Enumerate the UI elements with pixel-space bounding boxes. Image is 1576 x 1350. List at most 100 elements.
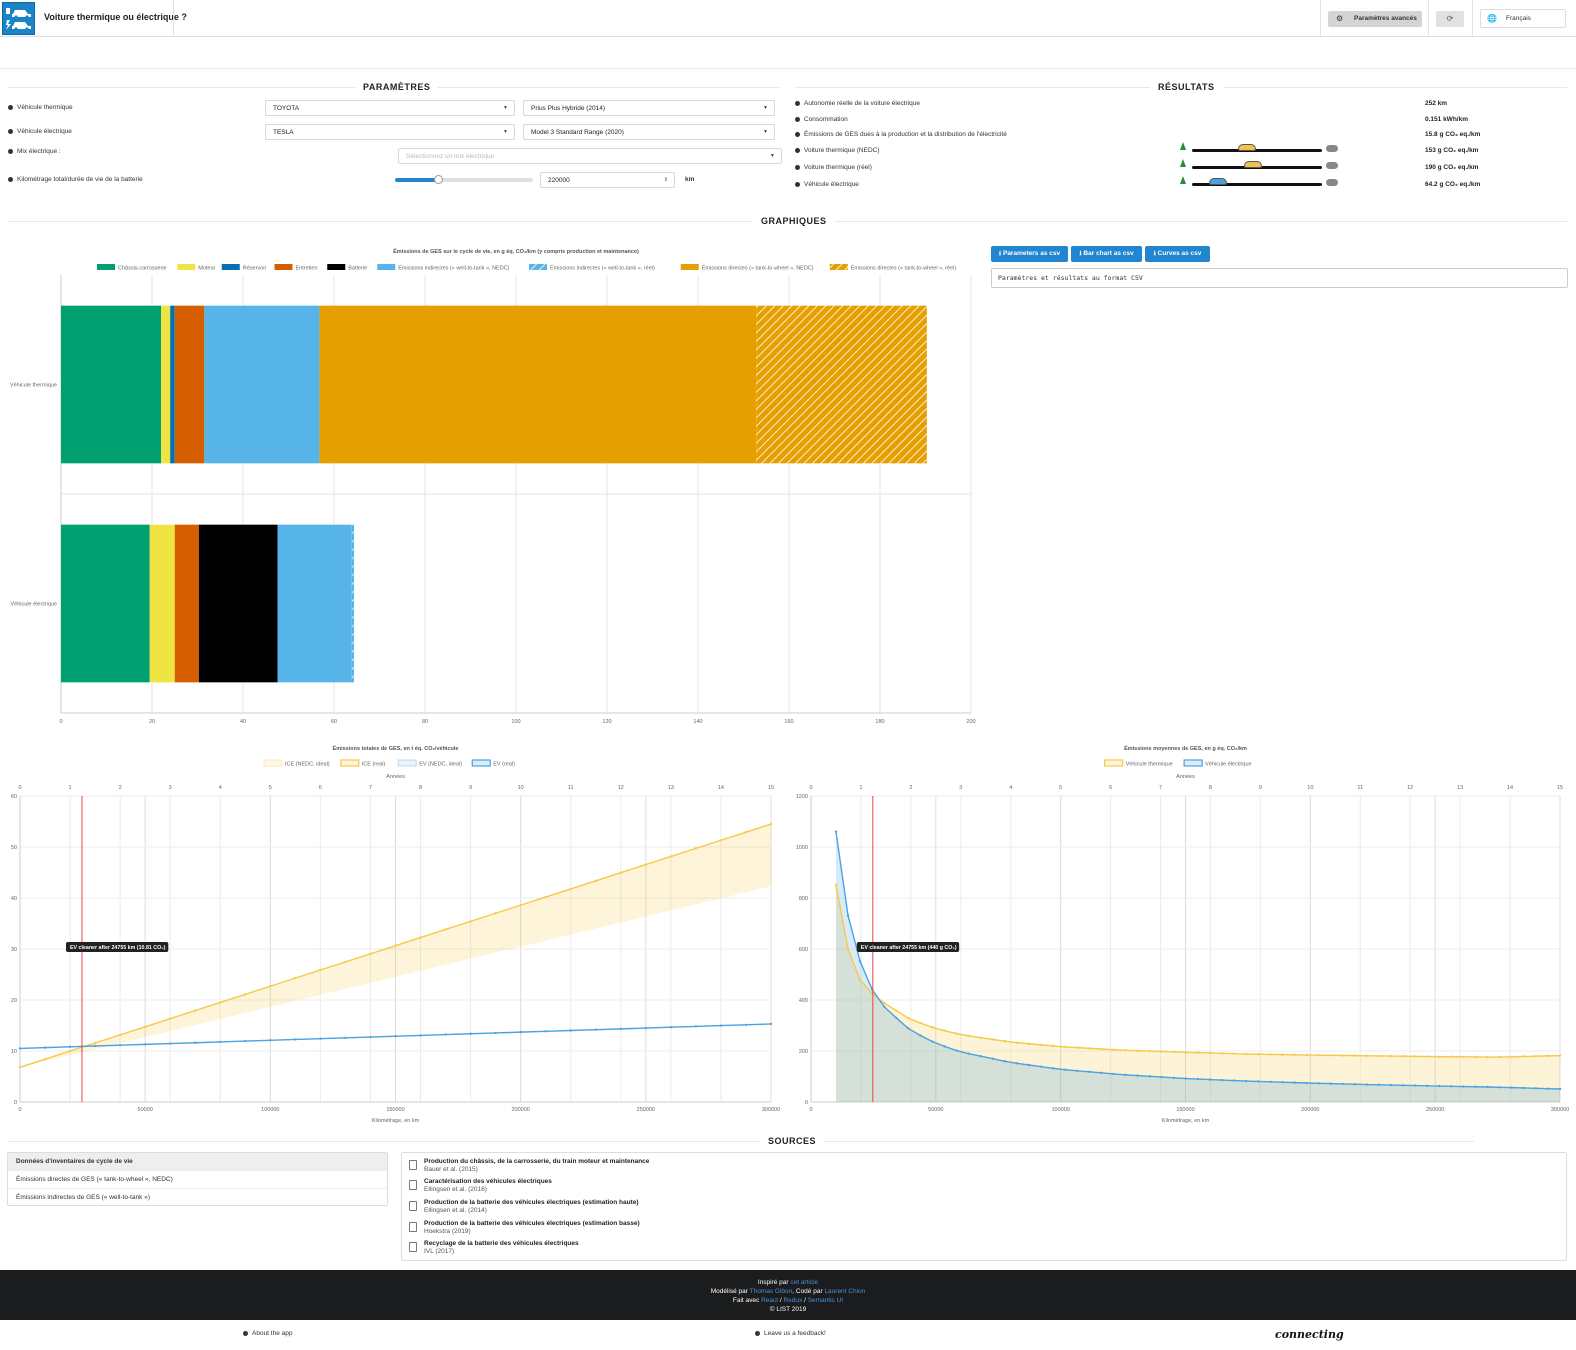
bar-segment (174, 524, 199, 683)
electric-vehicle-label: Véhicule électrique (8, 128, 72, 135)
x2-tick-label: 9 (469, 785, 472, 791)
electric-brand-dropdown[interactable]: TESLA ▼ (265, 124, 515, 140)
series-area (835, 885, 1560, 1102)
series-point (1208, 1078, 1212, 1081)
km-input[interactable]: 220000 ⇕ (540, 172, 675, 188)
km-slider-thumb[interactable] (433, 175, 443, 184)
x2-tick-label: 5 (269, 785, 272, 791)
thermal-brand-dropdown[interactable]: TOYOTA ▼ (265, 100, 515, 116)
series-point (394, 1035, 397, 1038)
series-point (931, 1040, 934, 1043)
legend-label: Émissions directes (« tank-to-wheel », r… (851, 265, 957, 272)
series-point (43, 1046, 47, 1049)
series-point (1136, 1049, 1139, 1052)
info-icon[interactable] (8, 128, 13, 134)
language-dropdown[interactable]: 🌐 Français (1480, 9, 1566, 28)
series-point (394, 944, 397, 947)
x-tick-label: 150000 (386, 1107, 404, 1113)
feedback-link[interactable]: Leave us a feedback! (755, 1330, 826, 1337)
source-title: Production de la batterie des véhicules … (424, 1220, 640, 1227)
series-point (1148, 1049, 1151, 1053)
series-point (619, 871, 622, 874)
caret-down-icon: ▼ (763, 129, 768, 135)
caret-down-icon: ▼ (503, 129, 508, 135)
tree-icon (1180, 142, 1186, 150)
source-title: Recyclage de la batterie des véhicules é… (424, 1240, 579, 1247)
info-icon[interactable] (795, 100, 800, 106)
series-point (1365, 1054, 1369, 1057)
series-point (1450, 1085, 1453, 1088)
km-input-value: 220000 (548, 177, 570, 184)
bar-chart-csv-button[interactable]: ⭳ Bar chart as csv (1071, 246, 1142, 262)
series-point (93, 1041, 97, 1045)
info-icon[interactable] (795, 116, 800, 122)
legend-swatch (529, 264, 547, 270)
series-point (594, 879, 597, 883)
series-point (143, 1025, 147, 1028)
x-tick-label: 180 (875, 719, 884, 725)
series-point (1522, 1086, 1525, 1090)
x-tick-label: 120 (602, 719, 611, 725)
about-link[interactable]: About the app (243, 1330, 292, 1337)
bar-segment (277, 524, 352, 683)
series-point (1281, 1053, 1284, 1056)
car-logo-icon (6, 8, 31, 31)
info-icon[interactable] (8, 148, 13, 154)
author-link[interactable]: Thomas Gibon (749, 1288, 793, 1295)
result-label-ice-nedc: Voiture thermique (NEDC) (795, 147, 880, 154)
info-icon[interactable] (795, 131, 800, 137)
series-point (369, 1035, 372, 1039)
x-tick-label: 0 (18, 1107, 21, 1113)
bar-segment (161, 305, 171, 464)
x-tick-label: 160 (784, 719, 793, 725)
info-icon[interactable] (8, 104, 13, 110)
series-point (1426, 1055, 1429, 1058)
legend-swatch (221, 264, 240, 270)
react-link[interactable]: React (761, 1297, 779, 1304)
y-tick-label: 0 (14, 1100, 17, 1106)
electric-model-dropdown[interactable]: Model 3 Standard Range (2020) ▼ (523, 124, 775, 140)
refresh-button[interactable]: ⟳ (1436, 11, 1464, 27)
result-label-text: Véhicule électrique (804, 181, 859, 188)
info-icon[interactable] (795, 181, 800, 187)
series-point (1293, 1053, 1296, 1057)
redux-link[interactable]: Redux (783, 1297, 803, 1304)
stepper-icon[interactable]: ⇕ (663, 177, 668, 183)
series-point (1257, 1080, 1260, 1083)
thermal-model-dropdown[interactable]: Prius Plus Hybride (2014) ▼ (523, 100, 775, 116)
info-icon[interactable] (8, 176, 13, 182)
sources-menu-item[interactable]: Émissions directes de GES (« tank-to-whe… (8, 1171, 387, 1189)
parameters-csv-button[interactable]: ⭳ Parameters as csv (991, 246, 1068, 262)
footer: Inspiré par cet article Modélisé par Tho… (0, 1270, 1576, 1320)
series-point (1136, 1074, 1139, 1077)
info-icon[interactable] (795, 164, 800, 170)
result-value-consumption: 0.151 kWh/km (1425, 116, 1468, 123)
km-label: Kilométrage total/durée de vie de la bat… (8, 176, 143, 183)
series-point (1341, 1082, 1344, 1086)
series-point (669, 855, 673, 858)
curves-csv-button[interactable]: ⭳ Curves as csv (1145, 246, 1210, 262)
annotation-label: EV cleaner after 24755 km (440 g CO₂) (861, 945, 957, 951)
legend-label: Réservoir (243, 266, 267, 272)
series-point (118, 1033, 122, 1037)
info-icon[interactable] (795, 147, 800, 153)
sources-menu-item[interactable]: Émissions indirectes de GES (« well-to-t… (16, 1194, 151, 1201)
article-link[interactable]: cet article (790, 1279, 819, 1286)
csv-textarea[interactable]: Paramètres et résultats au format CSV (991, 268, 1568, 288)
advanced-settings-button[interactable]: ⚙ Paramètres avancés (1328, 11, 1422, 27)
series-point (1027, 1042, 1031, 1045)
electric-brand-value: TESLA (273, 129, 294, 136)
legend-label: EV (NEDC, ideal) (419, 762, 462, 768)
electric-mix-dropdown[interactable]: Sélectionnez un mix électrique ▼ (398, 148, 782, 164)
km-slider[interactable] (395, 175, 533, 184)
source-title: Production de la batterie des véhicules … (424, 1199, 639, 1206)
developer-link[interactable]: Laurent Chion (824, 1288, 866, 1295)
sources-menu-item[interactable]: Données d'inventaires de cycle de vie (8, 1153, 387, 1171)
series-point (644, 863, 648, 866)
series-point (369, 952, 372, 955)
app-logo[interactable] (2, 2, 35, 35)
refresh-icon: ⟳ (1446, 14, 1454, 23)
gauge-line (1192, 183, 1322, 186)
series-point (1558, 1087, 1562, 1091)
semantic-ui-link[interactable]: Semantic UI (807, 1297, 844, 1304)
